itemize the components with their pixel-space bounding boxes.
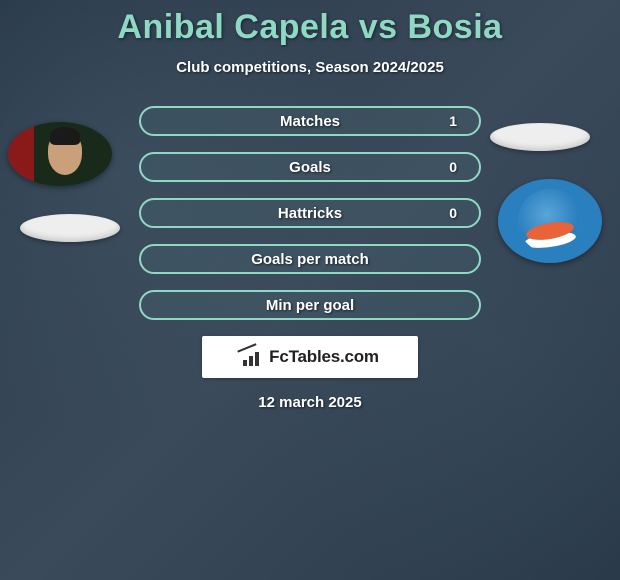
subtitle: Club competitions, Season 2024/2025 (0, 59, 620, 76)
stat-label: Goals (289, 159, 331, 176)
stat-value-right: 0 (449, 205, 457, 221)
stat-label: Matches (280, 113, 340, 130)
club-badge-right (498, 179, 602, 263)
stats-list: Matches 1 Goals 0 Hattricks 0 Goals per … (139, 106, 481, 320)
stat-row-goals-per-match: Goals per match (139, 244, 481, 274)
flag-oval-right (490, 123, 590, 151)
chart-icon (241, 348, 263, 366)
stat-value-right: 0 (449, 159, 457, 175)
stat-row-hattricks: Hattricks 0 (139, 198, 481, 228)
player-photo-left (8, 122, 112, 186)
flag-oval-left (20, 214, 120, 242)
club-badge-icon (518, 189, 582, 253)
date-text: 12 march 2025 (0, 394, 620, 411)
stat-row-matches: Matches 1 (139, 106, 481, 136)
stat-row-goals: Goals 0 (139, 152, 481, 182)
stat-value-right: 1 (449, 113, 457, 129)
face-icon (48, 133, 82, 175)
stat-label: Hattricks (278, 205, 342, 222)
player-photo-placeholder (8, 122, 112, 186)
brand-box: FcTables.com (202, 336, 418, 378)
brand-text: FcTables.com (269, 347, 379, 367)
stat-label: Goals per match (251, 251, 369, 268)
stat-row-min-per-goal: Min per goal (139, 290, 481, 320)
infographic-container: Anibal Capela vs Bosia Club competitions… (0, 0, 620, 411)
page-title: Anibal Capela vs Bosia (0, 8, 620, 47)
stat-label: Min per goal (266, 297, 354, 314)
